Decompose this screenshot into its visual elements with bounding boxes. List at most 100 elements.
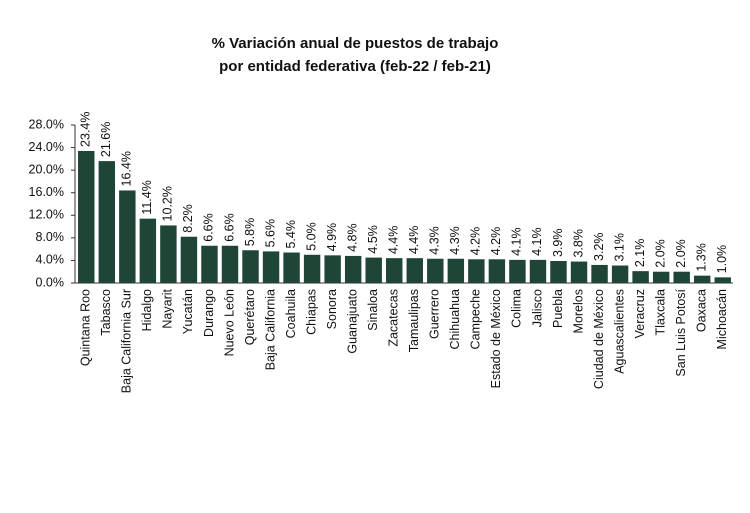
x-tick-label: Tlaxcala (653, 289, 667, 336)
x-tick-label: Aguascalientes (612, 289, 626, 374)
x-tick-label: Puebla (551, 289, 565, 328)
bar (386, 258, 403, 283)
bar (591, 264, 608, 283)
bar (365, 257, 382, 283)
bar (611, 265, 629, 283)
value-label: 4.4% (407, 226, 421, 255)
bar (160, 225, 177, 283)
x-tick-label: Yucatán (181, 289, 195, 334)
value-label: 3.8% (571, 229, 585, 258)
x-tick-label: Baja California (263, 289, 277, 370)
value-label: 5.4% (284, 220, 298, 249)
value-label: 4.9% (325, 223, 339, 252)
value-label: 4.1% (530, 227, 544, 256)
bar (509, 259, 526, 283)
value-label: 1.3% (695, 243, 709, 272)
bar (119, 190, 136, 283)
x-tick-label: Oaxaca (695, 289, 709, 332)
value-label: 4.2% (469, 227, 483, 256)
x-tick-label: Sonora (325, 289, 339, 329)
value-label: 8.2% (181, 204, 195, 233)
bar (201, 245, 218, 283)
value-label: 6.6% (202, 213, 216, 242)
bar (98, 161, 116, 283)
bar (652, 271, 670, 283)
bar (529, 259, 547, 283)
x-tick-label: Estado de México (489, 289, 503, 388)
value-label: 23.4% (79, 112, 93, 147)
value-label: 21.6% (99, 122, 113, 157)
x-tick-label: Hidalgo (140, 289, 154, 331)
value-label: 4.1% (510, 227, 524, 256)
value-label: 4.8% (345, 223, 359, 252)
x-tick-label: Tabasco (99, 289, 113, 336)
bar (632, 271, 649, 283)
y-tick-label: 0.0% (36, 275, 65, 289)
x-tick-label: San Luis Potosí (674, 288, 688, 376)
x-tick-label: Jalisco (530, 289, 544, 327)
x-tick-label: Guanajuato (345, 289, 359, 354)
x-tick-label: Querétaro (243, 289, 257, 345)
bar (468, 259, 485, 283)
bar (78, 150, 95, 283)
x-tick-label: Morelos (571, 289, 585, 333)
bar (242, 250, 259, 283)
bar (221, 245, 239, 283)
chart-title: % Variación anual de puestos de trabajo (212, 35, 499, 52)
x-tick-label: Colima (510, 289, 524, 328)
y-tick-label: 4.0% (36, 253, 65, 267)
bar (324, 255, 341, 283)
bar (570, 261, 588, 283)
value-label: 2.0% (653, 239, 667, 268)
value-label: 11.4% (140, 180, 154, 215)
y-tick-label: 24.0% (29, 140, 64, 154)
bar (693, 275, 711, 283)
bar (344, 255, 362, 283)
bar (714, 277, 731, 283)
x-tick-label: Quintana Roo (79, 289, 93, 366)
value-label: 6.6% (222, 213, 236, 242)
value-label: 4.2% (489, 227, 503, 256)
value-label: 4.5% (366, 225, 380, 254)
y-tick-label: 16.0% (29, 185, 64, 199)
value-label: 5.6% (263, 219, 277, 248)
value-label: 4.3% (448, 226, 462, 255)
bar (406, 258, 423, 283)
bar (262, 251, 280, 283)
value-label: 3.1% (612, 233, 626, 262)
bar (550, 260, 567, 283)
y-tick-label: 12.0% (29, 208, 64, 222)
x-tick-label: Sinaloa (366, 289, 380, 331)
bar (673, 271, 690, 283)
bar (180, 236, 198, 283)
value-label: 1.0% (715, 245, 729, 274)
bar (447, 258, 465, 283)
value-label: 10.2% (161, 186, 175, 221)
x-tick-label: Coahuila (284, 289, 298, 338)
value-label: 3.9% (551, 228, 565, 257)
x-tick-label: Nayarit (161, 288, 175, 328)
value-label: 2.0% (674, 239, 688, 268)
value-label: 16.4% (120, 151, 134, 186)
x-tick-label: Chiapas (304, 289, 318, 335)
bar (427, 258, 444, 283)
bar (139, 218, 157, 283)
value-label: 2.1% (633, 239, 647, 268)
y-tick-label: 20.0% (29, 162, 64, 176)
value-label: 4.3% (428, 226, 442, 255)
value-label: 3.2% (592, 232, 606, 261)
x-tick-label: Nuevo León (222, 289, 236, 356)
y-tick-label: 8.0% (36, 230, 65, 244)
x-tick-label: Durango (202, 289, 216, 337)
bar (303, 254, 321, 283)
x-tick-label: Baja California Sur (120, 289, 134, 393)
x-tick-label: Zacatecas (387, 289, 401, 347)
chart-title: por entidad federativa (feb-22 / feb-21) (219, 58, 491, 75)
x-tick-label: Veracruz (633, 289, 647, 338)
x-tick-label: Tamaulipas (407, 289, 421, 352)
x-tick-label: Ciudad de México (592, 289, 606, 389)
value-label: 4.4% (387, 226, 401, 255)
x-tick-label: Campeche (469, 289, 483, 349)
x-tick-label: Chihuahua (448, 289, 462, 350)
